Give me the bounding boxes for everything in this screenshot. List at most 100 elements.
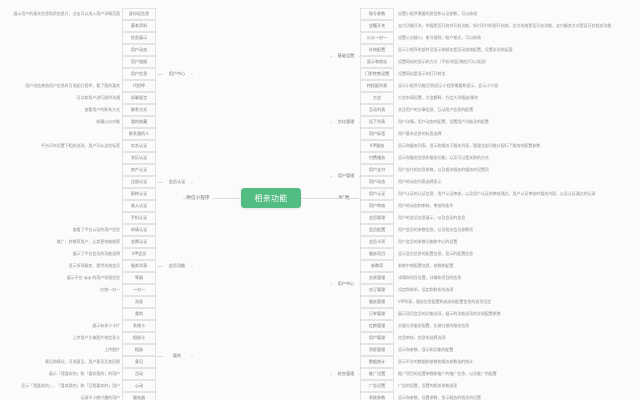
leaf-node[interactable]: 系统卡 — [122, 319, 156, 332]
leaf-node[interactable]: 相册 — [122, 343, 156, 356]
leaf-description: 上传图片 — [104, 346, 120, 352]
leaf-description: 平台可布设置下相关选项，用户可从这些标签 — [41, 142, 120, 148]
leaf-node[interactable]: 消息 — [122, 295, 156, 308]
leaf-node[interactable]: 我的 — [122, 307, 156, 320]
branch-label-connector — [330, 198, 359, 199]
leaf-description: 关注用户的文章信息、互动用户信息的配置 — [398, 106, 474, 112]
leaf-node[interactable]: 联系我的人 — [122, 127, 156, 140]
leaf-node[interactable]: 系统参数 — [360, 391, 394, 400]
leaf-node[interactable]: 用户信息 — [122, 67, 156, 80]
leaf-node[interactable]: 推广设置 — [360, 367, 394, 380]
leaf-node[interactable]: 订单管理 — [360, 307, 394, 320]
leaf-node[interactable]: 用户管理 — [360, 331, 394, 344]
leaf-node[interactable]: 会员管理 — [360, 211, 394, 224]
leaf-description: 用户的动态列表选择显示 — [398, 178, 442, 184]
leaf-node[interactable]: 联系方式 — [122, 103, 156, 116]
group-connector — [359, 55, 360, 56]
leaf-node[interactable]: 活动 — [122, 367, 156, 380]
leaf-node[interactable]: 设了列表 — [360, 115, 394, 128]
leaf-node[interactable]: 一对一 — [122, 283, 156, 296]
leaf-description: 显示和服务列表，显示和服务于服务列表，管理全部功能分配行了服务的配置参数 — [398, 142, 541, 148]
leaf-node[interactable]: 用户认证 — [360, 187, 394, 200]
leaf-node[interactable]: 职称认证 — [122, 187, 156, 200]
leaf-node[interactable]: 相册卡 — [122, 331, 156, 344]
group-label[interactable]: 会员认证 — [168, 178, 186, 184]
group-label[interactable]: 文化管理 — [337, 118, 355, 124]
group-label[interactable]: 会员功能 — [168, 262, 186, 268]
group-label[interactable]: 基础设置 — [337, 52, 355, 58]
branch-label[interactable]: 微信小程序 — [186, 196, 210, 201]
leaf-node[interactable]: 参数项 — [360, 259, 394, 272]
leaf-description: 记录不小感兴趣的用户 — [80, 394, 121, 400]
leaf-node[interactable]: 意见 — [122, 355, 156, 368]
group-label[interactable]: 综合管理 — [337, 370, 355, 376]
group-label[interactable]: 用户管理 — [337, 172, 355, 178]
leaf-node[interactable]: 申请认证 — [122, 223, 156, 236]
leaf-node[interactable]: 手机认证 — [122, 211, 156, 224]
leaf-node[interactable]: 显示和地址 — [360, 55, 394, 68]
leaf-node[interactable]: 信息展示 — [122, 31, 156, 44]
branch-label[interactable]: PC端 — [338, 196, 350, 201]
leaf-node[interactable]: 用户审核 — [360, 199, 394, 212]
leaf-node[interactable]: 红娘管理 — [360, 319, 394, 332]
leaf-node[interactable]: 学历认证 — [122, 151, 156, 164]
leaf-node[interactable]: 会籍开关 — [360, 19, 394, 32]
leaf-node[interactable]: 我的收藏 — [122, 115, 156, 128]
leaf-node[interactable]: 用户支付 — [360, 163, 394, 176]
leaf-node[interactable]: 特权配列表 — [360, 79, 394, 92]
leaf-node[interactable]: 服务项目 — [360, 247, 394, 260]
root-node[interactable]: 相亲功能 — [241, 188, 301, 208]
leaf-description: VIP列表，服务信息配置和选选的配置信息的选项设定 — [398, 298, 492, 304]
leaf-node[interactable]: 用户标签 — [360, 127, 394, 140]
leaf-node[interactable]: 服务列表 — [122, 259, 156, 272]
leaf-node[interactable]: 会员配置 — [360, 223, 394, 236]
leaf-node[interactable]: 金牌认证 — [122, 235, 156, 248]
leaf-node[interactable]: 实名认证 — [122, 139, 156, 152]
leaf-description: 详情和项目设置，详情和项目的信息 — [398, 274, 462, 280]
leaf-description: 显示小程序功能/页和显示小程序需要和显示，显示小介面 — [398, 82, 499, 88]
leaf-node[interactable]: 等级 — [122, 271, 156, 284]
leaf-node[interactable]: 公众一对一 — [360, 31, 394, 44]
leaf-description: 展示「我喜欢的」和「喜欢我的」的用户 — [48, 370, 120, 376]
leaf-node[interactable]: 收入认证 — [122, 199, 156, 212]
leaf-node[interactable]: 方会 — [360, 91, 394, 104]
leaf-node[interactable]: 用户相册 — [122, 55, 156, 68]
leaf-node[interactable]: 社地配置 — [360, 43, 394, 56]
leaf-node[interactable]: 代招呼 — [122, 79, 156, 92]
leaf-node[interactable]: 会员卡项 — [360, 235, 394, 248]
leaf-description: 交量分多服务配置，交易红娘的服务信息 — [398, 322, 470, 328]
leaf-node[interactable]: VIP服务 — [360, 139, 394, 152]
leaf-node[interactable]: 广告设置 — [360, 379, 394, 392]
leaf-description: 支付功能开关，举报是否开启并开启功能，如付开付机即开启前，支付系统是否开启功能，… — [398, 22, 612, 28]
leaf-node[interactable]: 房产认证 — [122, 163, 156, 176]
leaf-description: 设置网站的显示和方式（手机/地区/微信/可以发送） — [398, 58, 489, 64]
leaf-node[interactable]: 用户动态 — [122, 43, 156, 56]
leaf-node[interactable]: 互动列表 — [360, 103, 394, 116]
leaf-node[interactable]: VIP会员 — [122, 247, 156, 260]
leaf-node[interactable]: 用户动态 — [360, 175, 394, 188]
leaf-node[interactable]: 心动 — [122, 379, 156, 392]
leaf-node[interactable]: 交订管理 — [360, 283, 394, 296]
group-connector — [157, 355, 163, 356]
leaf-node[interactable]: 私聊留言 — [122, 91, 156, 104]
group-label[interactable]: 我的 — [172, 352, 182, 358]
leaf-node[interactable]: 服务器 — [122, 391, 156, 400]
branch-stub — [191, 265, 193, 266]
leaf-node[interactable]: 服务管理 — [360, 295, 394, 308]
group-label[interactable]: 用户中心 — [168, 70, 186, 76]
leaf-description: 方会申请设置，方会解释，方会大寻服选/操作 — [398, 94, 479, 100]
leaf-description: 收藏心仪对象 — [96, 118, 120, 124]
leaf-node[interactable]: 身份证信息 — [122, 7, 156, 20]
leaf-node[interactable]: 消息管理 — [360, 343, 394, 356]
leaf-node[interactable]: 基本资料 — [122, 19, 156, 32]
leaf-node[interactable]: 交易管理 — [360, 271, 394, 284]
leaf-node[interactable]: 账号参数 — [360, 7, 394, 20]
leaf-node[interactable]: 门罗转售设置 — [360, 67, 394, 80]
leaf-node[interactable]: 付费服务 — [360, 151, 394, 164]
group-label[interactable]: 用户中心 — [337, 280, 355, 286]
leaf-description: 推广项目的设置参数和推广的推广信息，以及推广的配置 — [398, 370, 497, 376]
leaf-node[interactable]: 数据统计 — [360, 355, 394, 368]
leaf-description: 用户浏览其他用户信息时可发起打招呼，看了我的喜欢 — [25, 82, 120, 88]
leaf-node[interactable]: 注册认证 — [122, 175, 156, 188]
